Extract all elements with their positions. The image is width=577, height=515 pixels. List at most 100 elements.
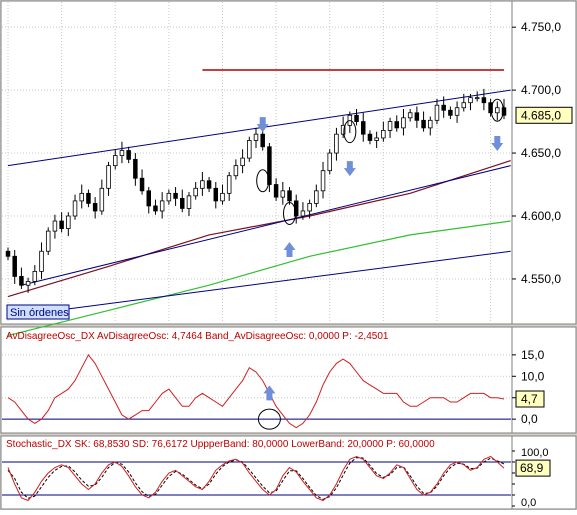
candle-body: [113, 155, 118, 167]
candle-body: [146, 190, 151, 207]
candle-body: [106, 165, 111, 189]
price-tick-label: 4.650,0: [521, 146, 561, 160]
candle-body: [66, 215, 71, 229]
arrow-down-icon: [491, 135, 504, 151]
candle-body: [273, 184, 279, 198]
candle-body: [367, 133, 373, 141]
stoch-sd-line: [7, 457, 505, 500]
candle-body: [454, 107, 460, 116]
candle-body: [401, 117, 406, 129]
candle-body: [381, 129, 386, 139]
candle-body: [267, 146, 272, 185]
candle-body: [474, 97, 480, 100]
candlesticks: [5, 88, 507, 293]
candle-body: [186, 195, 192, 209]
price-tick-label: 4.550,0: [521, 272, 561, 286]
osc-lines: [2, 353, 511, 429]
candle-body: [421, 119, 426, 129]
stoch-sk-line: [7, 455, 505, 502]
candle-body: [280, 190, 286, 198]
arrow-down-icon: [343, 161, 356, 177]
candle-body: [86, 192, 91, 204]
candle-body: [334, 133, 339, 154]
status-label: Sin órdenes: [10, 307, 69, 319]
candle-body: [374, 137, 379, 141]
osc-tick-label: 0,0: [521, 412, 538, 426]
candle-body: [126, 150, 131, 160]
candle-body: [12, 255, 17, 277]
osc-tick-label: 15,0: [521, 348, 545, 362]
status-label-box: [6, 304, 70, 320]
candle-body: [166, 192, 172, 202]
price-tick-label: 4.600,0: [521, 209, 561, 223]
candle-body: [92, 203, 98, 212]
candle-body: [59, 220, 64, 229]
arrow-up-icon: [283, 241, 296, 257]
candle-body: [253, 133, 259, 141]
main-plot-area[interactable]: [0, 0, 513, 325]
candle-body: [320, 170, 326, 192]
candle-body: [220, 192, 225, 202]
candle-body: [173, 192, 178, 199]
candle-body: [39, 250, 44, 272]
moving-average-slow: [7, 220, 511, 337]
candle-body: [200, 180, 205, 189]
candle-body: [79, 192, 84, 202]
osc-line: [7, 353, 505, 429]
candle-body: [247, 140, 252, 159]
osc-plot-area[interactable]: [0, 326, 513, 434]
candle-body: [501, 107, 507, 116]
candle-body: [119, 150, 125, 156]
candle-body: [434, 104, 440, 121]
candle-body: [260, 133, 265, 148]
candle-body: [394, 121, 399, 129]
channel-upper-line: [7, 89, 511, 167]
channel-lower-line: [7, 250, 511, 318]
stoch-title: Stochastic_DX SK: 68,8530 SD: 76,6172 Up…: [6, 439, 435, 450]
main-overlay-lines: [7, 69, 511, 337]
candle-body: [428, 119, 433, 129]
current-price-box: [515, 106, 573, 124]
candle-body: [407, 112, 413, 119]
candle-body: [488, 102, 493, 114]
candle-body: [5, 250, 11, 257]
highlight-ellipse: [256, 169, 270, 193]
candle-body: [314, 190, 319, 204]
candle-body: [159, 200, 165, 212]
arrow-up-icon: [263, 385, 276, 401]
stoch-value-ticks: 100,0 0,0: [512, 447, 549, 509]
main-grid: [2, 2, 511, 323]
osc-value-axis: [511, 326, 577, 434]
candle-body: [360, 121, 366, 135]
candle-body: [461, 102, 467, 109]
stoch-tick-label: 0,0: [521, 497, 536, 509]
candle-body: [448, 109, 453, 116]
candle-body: [72, 200, 78, 217]
candle-body: [180, 197, 185, 209]
stoch-current-box: [515, 459, 551, 477]
candle-body: [233, 165, 239, 177]
candle-body: [32, 270, 38, 282]
arrow-down-icon: [256, 117, 269, 133]
candle-body: [45, 230, 51, 252]
main-price-axis: [511, 0, 577, 325]
stoch-plot-area[interactable]: [0, 435, 513, 510]
candle-body: [52, 220, 58, 232]
candle-body: [193, 187, 198, 197]
candle-body: [481, 97, 487, 104]
osc-current-value: 4,7: [521, 392, 538, 406]
candle-body: [99, 187, 105, 212]
candle-body: [240, 157, 245, 167]
moving-average-fast: [7, 160, 511, 298]
candle-body: [441, 104, 446, 111]
candle-body: [387, 121, 393, 131]
candle-body: [414, 112, 420, 121]
candle-body: [226, 175, 232, 194]
current-price-value: 4.685,0: [521, 108, 561, 122]
candle-body: [327, 152, 332, 172]
candle-body: [133, 158, 138, 179]
highlight-ellipse: [490, 98, 504, 122]
stoch-lines: [2, 455, 511, 502]
